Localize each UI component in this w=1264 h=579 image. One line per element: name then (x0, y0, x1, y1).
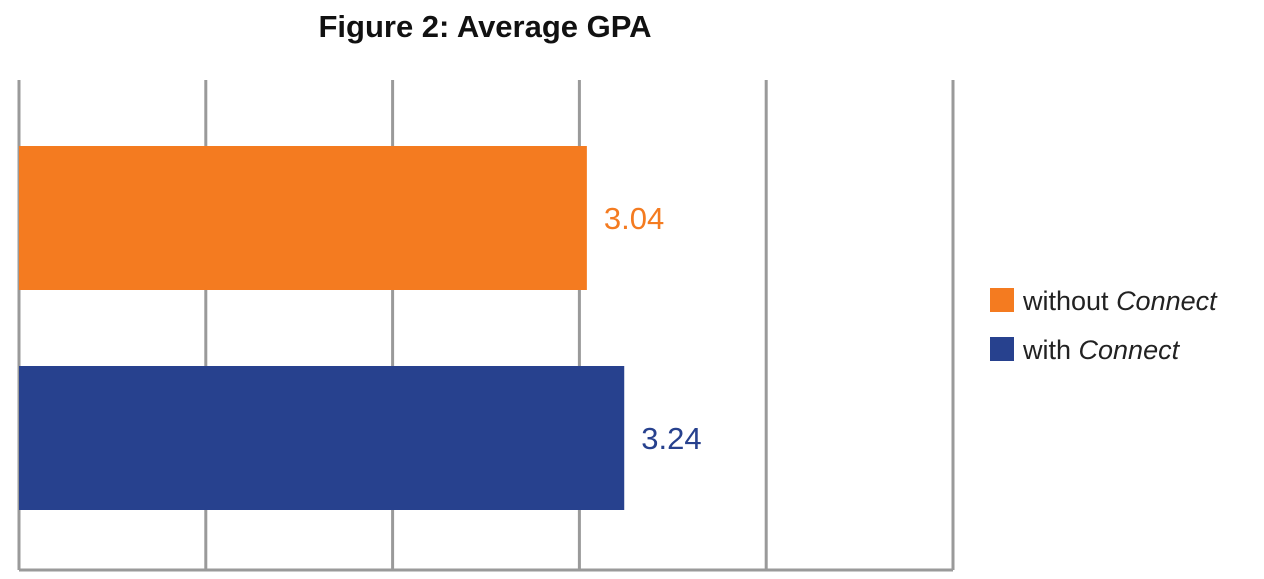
bar-0 (19, 146, 587, 290)
legend-label-0: without Connect (1022, 286, 1218, 316)
legend-label-1: with Connect (1022, 335, 1181, 365)
bars (19, 146, 625, 510)
legend-swatch-1 (990, 337, 1014, 361)
value-labels: 3.04 3.24 (604, 201, 702, 456)
data-label-0: 3.04 (604, 201, 664, 236)
chart-title: Figure 2: Average GPA (318, 9, 651, 44)
legend: without Connect with Connect (990, 286, 1218, 365)
legend-swatch-0 (990, 288, 1014, 312)
bar-1 (19, 366, 625, 510)
data-label-1: 3.24 (641, 421, 701, 456)
